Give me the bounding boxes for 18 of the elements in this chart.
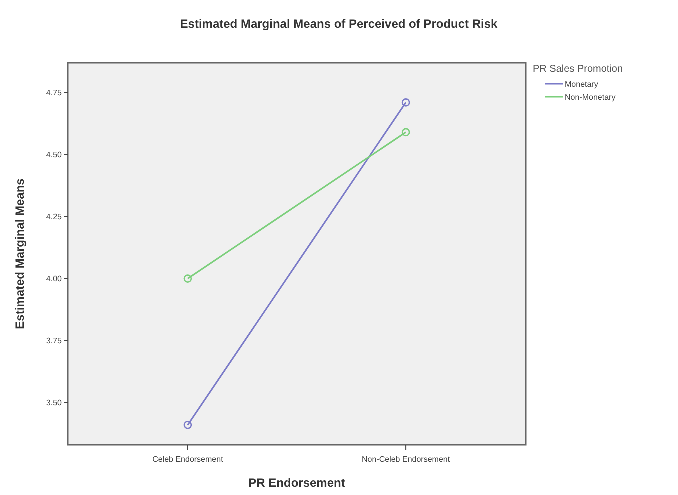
point — [402, 98, 410, 107]
y-tick-label: 4.75 — [46, 88, 63, 98]
legend-title: PR Sales Promotion — [533, 64, 624, 75]
chart-title: Estimated Marginal Means of Perceived of Product Risk — [180, 17, 498, 31]
x-axis-title: PR Endorsement — [248, 476, 346, 490]
legend-label: Monetary — [565, 80, 598, 89]
x-tick-label: Celeb Endorsement — [152, 455, 224, 464]
y-tick-label: 3.50 — [46, 398, 63, 408]
legend-label: Non-Monetary — [565, 92, 616, 102]
point — [184, 421, 192, 430]
y-axis-title: Estimated Marginal Means — [13, 178, 27, 330]
x-tick-label: Non-Celeb Endorsement — [362, 455, 451, 464]
point — [402, 128, 410, 137]
y-tick-label: 3.75 — [46, 336, 63, 346]
y-tick-label: 4.25 — [46, 212, 63, 222]
y-tick-label: 4.00 — [46, 274, 63, 284]
y-tick-label: 4.50 — [46, 150, 63, 160]
point — [184, 274, 192, 283]
